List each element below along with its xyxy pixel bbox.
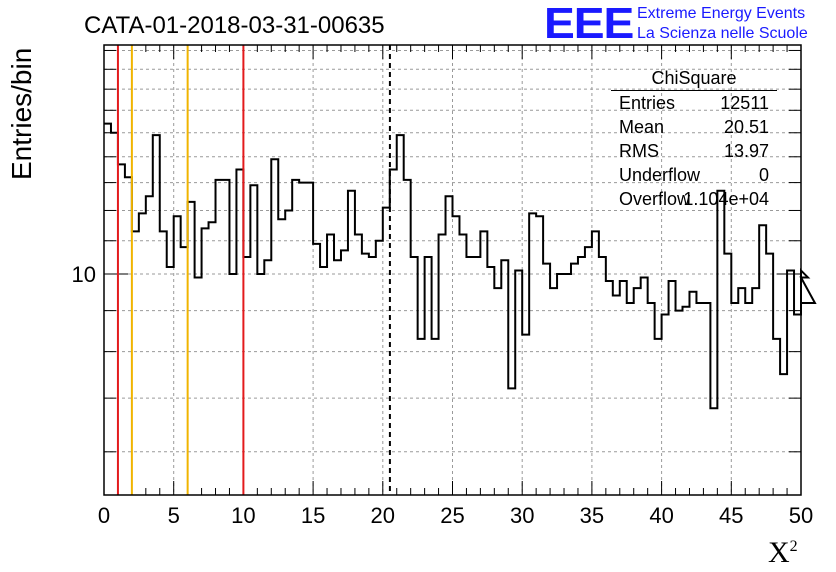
x-tick-label: 15 [301, 503, 325, 528]
y-tick-label: 10 [72, 262, 96, 287]
x-axis-label-superscript: 2 [789, 538, 798, 555]
x-axis-label: X2 [768, 536, 798, 570]
x-tick-label: 25 [440, 503, 464, 528]
stats-key: Underflow [619, 165, 701, 185]
x-tick-label: 20 [371, 503, 395, 528]
eee-logo: EEE [544, 0, 634, 48]
x-tick-label: 0 [98, 503, 110, 528]
histogram-series [104, 122, 817, 410]
stats-title: ChiSquare [611, 66, 777, 91]
x-tick-label: 45 [719, 503, 743, 528]
y-axis-label: Entries/bin [6, 47, 37, 180]
stats-row-underflow: Underflow 0 [611, 163, 777, 187]
x-tick-label: 10 [231, 503, 255, 528]
x-tick-label: 30 [510, 503, 534, 528]
stats-key: RMS [619, 141, 659, 161]
stats-key: Entries [619, 93, 676, 113]
reference-lines [116, 45, 391, 495]
logo-line-1: Extreme Energy Events [637, 5, 806, 22]
x-tick-label: 5 [168, 503, 180, 528]
plot-title: CATA-01-2018-03-31-00635 [84, 12, 385, 39]
stats-key: Overflow [619, 189, 691, 209]
stats-value: 13.97 [723, 141, 769, 161]
x-tick-label: 40 [649, 503, 673, 528]
plot-frame [103, 44, 802, 496]
stats-key: Mean [619, 117, 665, 137]
stats-value: 12511 [720, 93, 769, 113]
logo-line-2: La Scienza nelle Scuole [637, 25, 808, 42]
stats-row-rms: RMS 13.97 [611, 139, 777, 163]
stats-row-entries: Entries 12511 [611, 91, 777, 115]
tick-labels: 0 5 10 15 20 25 30 35 40 45 50 10 [72, 262, 814, 528]
x-axis-label-main: X [768, 536, 790, 569]
stats-value: 0 [758, 165, 769, 185]
histogram-line [104, 122, 817, 410]
stats-value: 1.104e+04 [683, 189, 769, 209]
stats-box: ChiSquare Entries 12511 Mean 20.51 RMS 13.9… [611, 66, 777, 211]
stats-value: 20.51 [723, 117, 769, 137]
x-tick-label: 35 [580, 503, 604, 528]
stats-row-overflow: Overflow 1.104e+04 [611, 187, 777, 211]
stats-row-mean: Mean 20.51 [611, 115, 777, 139]
x-tick-label: 50 [789, 503, 813, 528]
